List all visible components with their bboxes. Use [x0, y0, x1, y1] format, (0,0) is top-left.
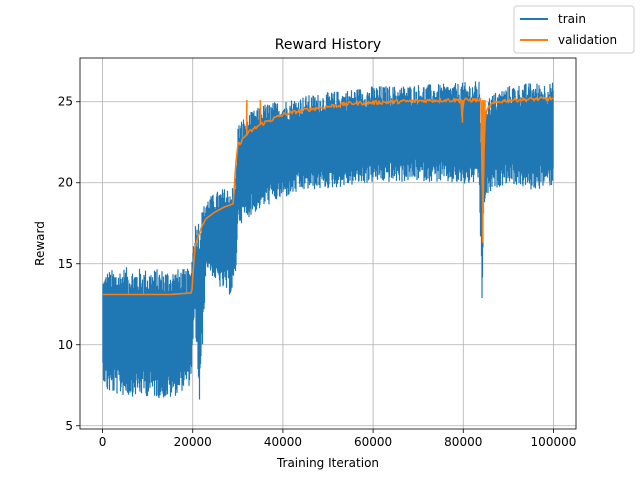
- x-tick-label: 100000: [531, 435, 577, 449]
- legend-label-validation: validation: [558, 33, 617, 47]
- x-axis-label: Training Iteration: [276, 456, 379, 470]
- legend-label-train: train: [558, 12, 586, 26]
- y-tick-label: 15: [58, 257, 73, 271]
- y-axis-label: Reward: [33, 221, 47, 266]
- y-tick-label: 5: [65, 419, 73, 433]
- ticks: 0 20000 40000 60000 80000 100000 5 10 15 20 25: [58, 95, 577, 449]
- axes-frame: [79, 57, 577, 430]
- legend-box: [513, 5, 635, 54]
- x-tick-label: 40000: [264, 435, 302, 449]
- x-tick-label: 60000: [354, 435, 392, 449]
- legend: train validation: [513, 5, 635, 54]
- y-tick-label: 25: [58, 95, 73, 109]
- series-validation: [103, 96, 554, 296]
- y-tick-label: 10: [58, 338, 73, 352]
- y-tick-label: 20: [58, 176, 73, 190]
- x-tick-label: 20000: [174, 435, 212, 449]
- x-tick-label: 80000: [444, 435, 482, 449]
- chart-title: Reward History: [275, 37, 381, 53]
- plot-area: [102, 81, 554, 400]
- x-tick-label: 0: [99, 435, 107, 449]
- series-train: [102, 81, 554, 400]
